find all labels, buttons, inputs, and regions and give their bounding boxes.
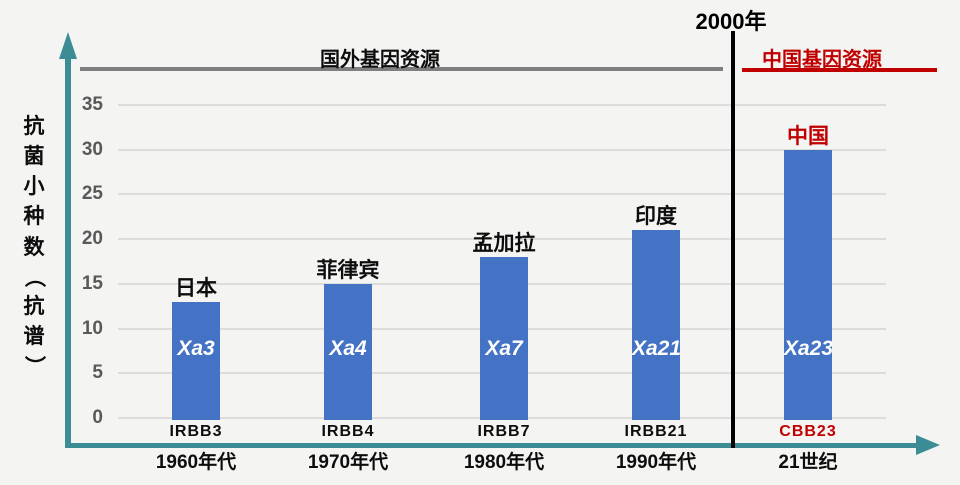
foreign-genes-label: 国外基因资源 [320, 49, 440, 71]
y-axis-tick-label: 25 [81, 183, 103, 205]
bar-country-label: 菲律宾 [316, 258, 380, 282]
y-axis-title: 抗菌小种数（抗谱） [8, 115, 60, 377]
y-axis-tick-label: 30 [81, 138, 103, 160]
y-axis-title-paren: （ [22, 266, 46, 288]
y-axis-tick-label: 0 [92, 407, 103, 428]
y-axis-tick-label: 20 [81, 228, 103, 250]
y-axis-title-char: 谱 [23, 324, 45, 348]
y-axis-title-char: 抗 [23, 115, 45, 138]
bar-IRBB21 [632, 230, 680, 420]
bar-line-label: CBB23 [779, 423, 837, 440]
bar-CBB23 [784, 149, 832, 420]
y-axis-title-char: 小 [23, 175, 45, 199]
x-axis-category-label: 1970年代 [307, 452, 389, 473]
y-axis-title-char: 种 [23, 205, 45, 229]
y-axis-tick-label: 5 [92, 362, 103, 384]
x-axis-line [65, 443, 918, 448]
bar-gene-label: Xa21 [632, 337, 682, 360]
gridline [118, 193, 886, 196]
bar-line-label: IRBB7 [477, 423, 531, 440]
y-axis-title-char: 抗 [23, 294, 45, 318]
y-axis-tick-label: 15 [81, 272, 103, 294]
bar-gene-label: Xa3 [177, 337, 215, 360]
gridline [118, 238, 886, 241]
x-axis-category-label: 21世纪 [778, 452, 838, 473]
gridline [118, 148, 886, 151]
bar-IRBB4 [324, 283, 372, 420]
y-axis-arrow-icon [59, 32, 77, 59]
x-axis-category-label: 1960年代 [155, 452, 237, 473]
x-axis-category-label: 1990年代 [615, 452, 697, 473]
foreign-genes-underline [80, 67, 723, 71]
year-2000-divider-line [731, 31, 735, 448]
y-axis-title-paren: ） [22, 355, 46, 377]
bar-country-label: 日本 [175, 276, 217, 300]
bar-line-label: IRBB3 [169, 423, 223, 440]
bar-gene-label: Xa7 [485, 337, 523, 360]
year-2000-label: 2000年 [695, 9, 767, 34]
bar-gene-label: Xa23 [784, 337, 834, 360]
gridline [118, 103, 886, 106]
bar-line-label: IRBB21 [624, 423, 688, 440]
x-axis-category-label: 1980年代 [463, 452, 545, 473]
bar-IRBB7 [480, 257, 528, 420]
x-axis-arrow-icon [916, 435, 940, 455]
bar-line-label: IRBB4 [321, 423, 375, 440]
y-axis-tick-label: 35 [81, 93, 103, 115]
bar-country-label: 孟加拉 [472, 232, 536, 256]
y-axis-tick-label: 10 [81, 317, 103, 339]
y-axis-title-char: 数 [23, 235, 45, 259]
y-axis-line [65, 58, 71, 448]
bar-country-label: 印度 [635, 205, 677, 229]
china-genes-underline [742, 68, 937, 72]
bar-gene-label: Xa4 [329, 337, 367, 360]
china-genes-label: 中国基因资源 [762, 49, 882, 71]
bar-country-label: 中国 [787, 124, 829, 148]
y-axis-title-char: 菌 [23, 145, 45, 169]
bar-IRBB3 [172, 301, 220, 420]
